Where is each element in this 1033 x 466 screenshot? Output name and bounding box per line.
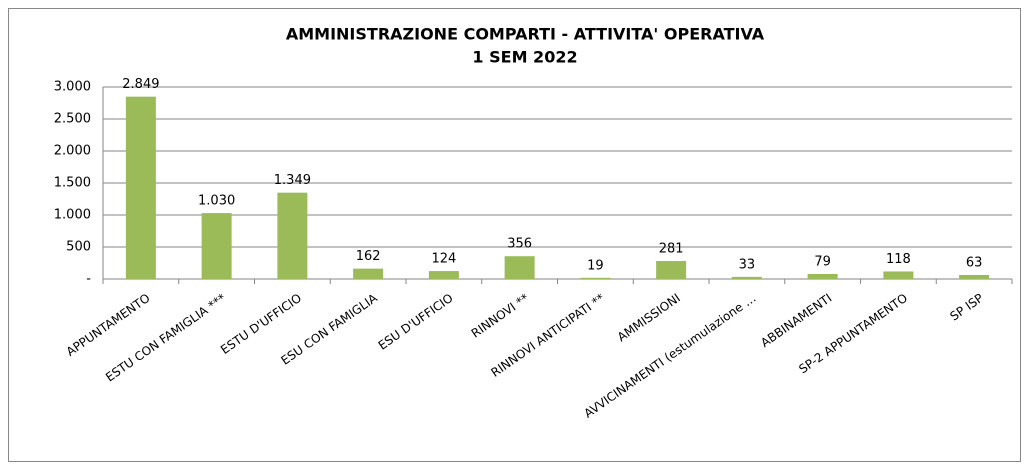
bar xyxy=(125,96,156,279)
data-label: 1.030 xyxy=(198,194,235,209)
y-tick-label: 1.500 xyxy=(54,176,91,191)
data-label: 356 xyxy=(507,237,532,252)
data-label: 2.849 xyxy=(122,77,159,92)
data-label: 79 xyxy=(814,254,831,269)
data-label: 19 xyxy=(587,258,604,273)
bar xyxy=(731,276,762,279)
bar xyxy=(883,271,914,279)
chart-subtitle: 1 SEM 2022 xyxy=(472,48,577,67)
y-tick-label: - xyxy=(86,272,91,287)
chart-title: AMMINISTRAZIONE COMPARTI - ATTIVITA' OPE… xyxy=(286,25,765,44)
bar xyxy=(201,213,232,279)
chart-border xyxy=(8,8,1021,462)
y-tick-label: 500 xyxy=(66,240,91,255)
bar xyxy=(353,268,384,279)
data-label: 118 xyxy=(886,252,911,267)
y-tick-label: 2.000 xyxy=(54,144,91,159)
data-label: 162 xyxy=(356,249,381,264)
data-label: 281 xyxy=(659,242,684,257)
y-tick-label: 1.000 xyxy=(54,208,91,223)
bar xyxy=(656,261,687,279)
y-tick-label: 2.500 xyxy=(54,112,91,127)
data-label: 124 xyxy=(431,252,456,267)
bar xyxy=(580,277,611,279)
bar xyxy=(428,271,459,279)
data-label: 33 xyxy=(739,257,756,272)
bar xyxy=(959,274,990,279)
data-label: 63 xyxy=(966,255,983,270)
bar xyxy=(807,273,838,279)
bar xyxy=(277,192,308,279)
bar xyxy=(504,256,535,279)
y-tick-label: 3.000 xyxy=(54,80,91,95)
data-label: 1.349 xyxy=(274,173,311,188)
